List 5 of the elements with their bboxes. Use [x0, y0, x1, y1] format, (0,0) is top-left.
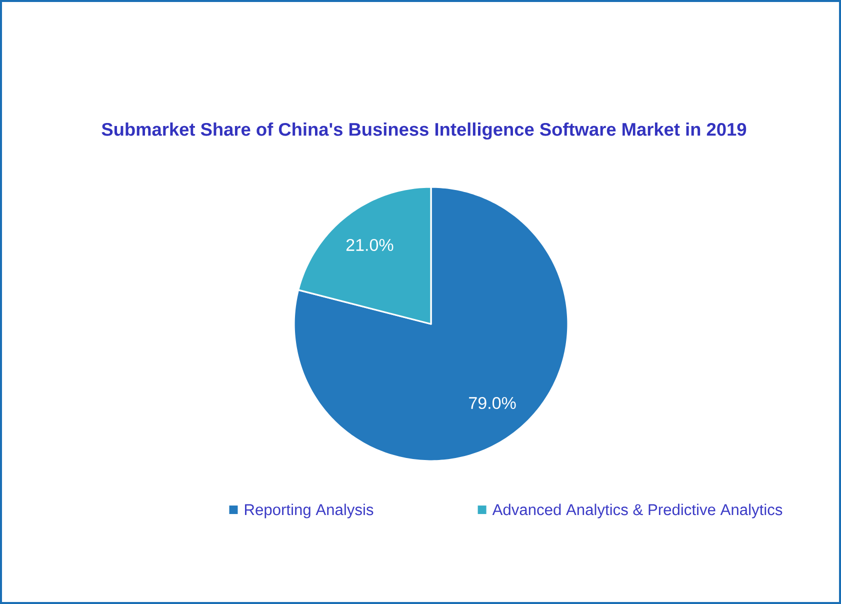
legend-label: Advanced Analytics & Predictive Analytics — [492, 504, 782, 518]
chart-title: Submarket Share of China's Business Intelligence Software Market in 2019 — [102, 122, 746, 140]
data-label: 79.0% — [469, 396, 516, 410]
data-label: 21.0% — [346, 238, 394, 251]
legend-label: Reporting Analysis — [245, 504, 374, 518]
